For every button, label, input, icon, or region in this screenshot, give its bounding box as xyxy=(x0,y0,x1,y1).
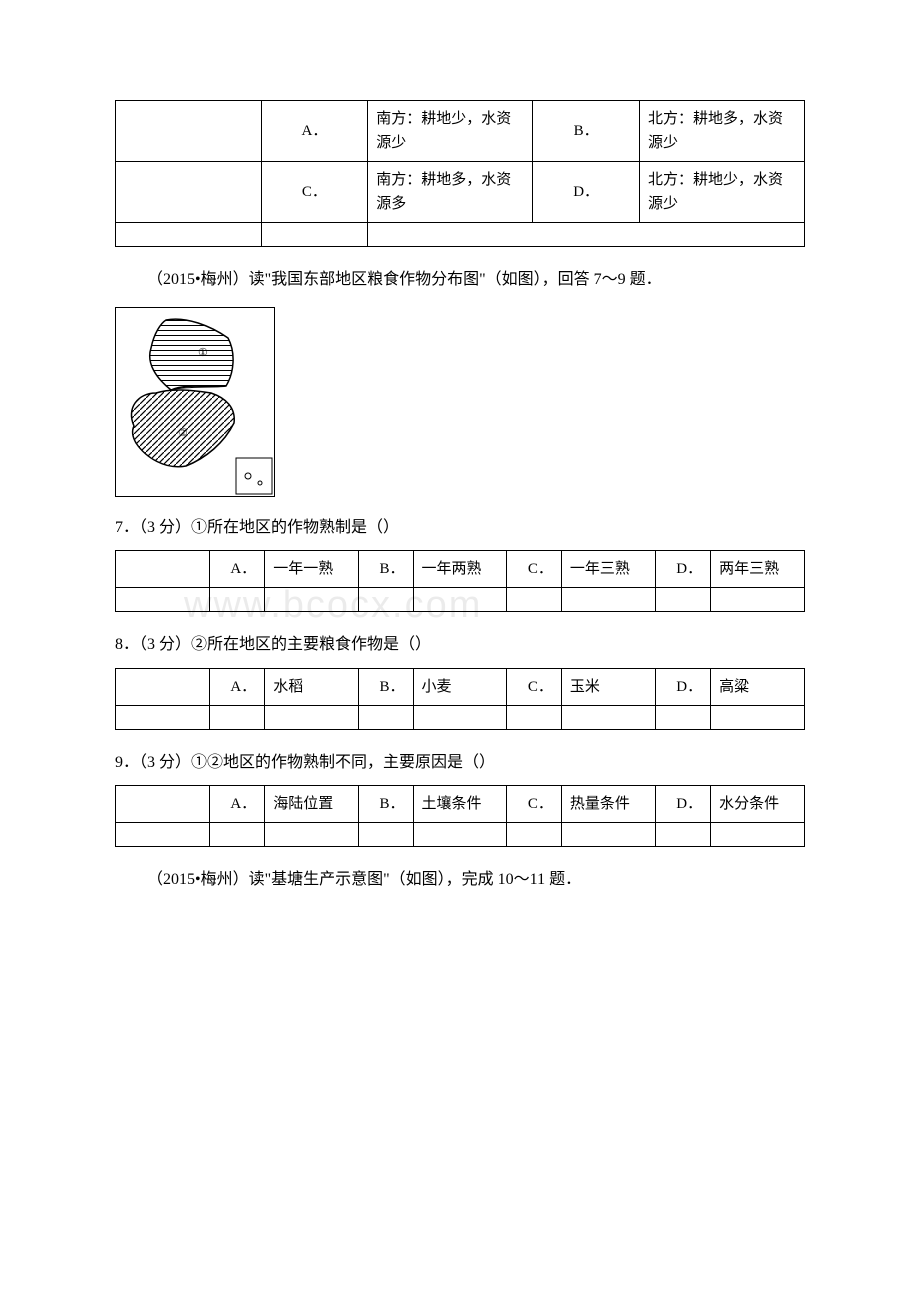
empty-cell xyxy=(116,705,210,729)
option-b-label: B． xyxy=(533,101,640,162)
empty-cell xyxy=(413,588,507,612)
table-row-empty xyxy=(116,823,805,847)
empty-cell xyxy=(261,223,368,247)
option-c-text: 一年三熟 xyxy=(561,551,655,588)
options-table-1: A． 南方：耕地少，水资源少 B． 北方：耕地多，水资源少 C． 南方：耕地多，… xyxy=(115,100,805,247)
empty-cell xyxy=(209,588,264,612)
option-a-text: 一年一熟 xyxy=(265,551,359,588)
empty-cell xyxy=(711,588,805,612)
option-d-text: 水分条件 xyxy=(711,786,805,823)
table-row-empty xyxy=(116,223,805,247)
table-row-empty xyxy=(116,588,805,612)
empty-cell xyxy=(116,823,210,847)
option-c-text: 南方：耕地多，水资源多 xyxy=(368,162,533,223)
options-table-q7: A． 一年一熟 B． 一年两熟 C． 一年三熟 D． 两年三熟 xyxy=(115,550,805,612)
option-c-text: 玉米 xyxy=(561,668,655,705)
option-a-label: A． xyxy=(261,101,368,162)
svg-text:①: ① xyxy=(198,347,208,359)
table-row: A． 南方：耕地少，水资源少 B． 北方：耕地多，水资源少 xyxy=(116,101,805,162)
empty-cell xyxy=(116,162,262,223)
question-7-stem: 7．（3 分）①所在地区的作物熟制是（） xyxy=(115,515,805,541)
empty-cell xyxy=(116,668,210,705)
option-d-label: D． xyxy=(655,551,710,588)
option-c-label: C． xyxy=(507,551,562,588)
empty-cell xyxy=(209,705,264,729)
empty-cell xyxy=(413,705,507,729)
empty-cell xyxy=(655,705,710,729)
option-b-text: 小麦 xyxy=(413,668,507,705)
option-d-text: 北方：耕地少，水资源少 xyxy=(640,162,805,223)
table-row: A． 海陆位置 B． 土壤条件 C． 热量条件 D． 水分条件 xyxy=(116,786,805,823)
option-d-text: 两年三熟 xyxy=(711,551,805,588)
empty-cell xyxy=(507,705,562,729)
question-9-stem: 9．（3 分）①②地区的作物熟制不同，主要原因是（） xyxy=(115,750,805,776)
intro-text-2: （2015•梅州）读"基塘生产示意图"（如图），完成 10～11 题． xyxy=(115,867,805,893)
options-table-q9: A． 海陆位置 B． 土壤条件 C． 热量条件 D． 水分条件 xyxy=(115,785,805,847)
empty-cell xyxy=(116,101,262,162)
empty-cell xyxy=(561,823,655,847)
table-row-empty xyxy=(116,705,805,729)
empty-cell xyxy=(368,223,805,247)
empty-cell xyxy=(116,551,210,588)
empty-cell xyxy=(116,223,262,247)
empty-cell xyxy=(359,823,414,847)
empty-cell xyxy=(116,588,210,612)
svg-text:②: ② xyxy=(178,427,188,439)
intro-text-1: （2015•梅州）读"我国东部地区粮食作物分布图"（如图），回答 7～9 题． xyxy=(115,267,805,293)
option-b-label: B． xyxy=(359,668,414,705)
option-b-text: 一年两熟 xyxy=(413,551,507,588)
option-a-text: 海陆位置 xyxy=(265,786,359,823)
option-c-label: C． xyxy=(261,162,368,223)
table-row: A． 一年一熟 B． 一年两熟 C． 一年三熟 D． 两年三熟 xyxy=(116,551,805,588)
empty-cell xyxy=(655,823,710,847)
option-d-label: D． xyxy=(655,786,710,823)
option-c-text: 热量条件 xyxy=(561,786,655,823)
option-b-label: B． xyxy=(359,551,414,588)
option-b-text: 土壤条件 xyxy=(413,786,507,823)
empty-cell xyxy=(561,705,655,729)
option-c-label: C． xyxy=(507,786,562,823)
option-a-label: A． xyxy=(209,668,264,705)
option-a-text: 水稻 xyxy=(265,668,359,705)
option-a-label: A． xyxy=(209,786,264,823)
map-figure: ① ② xyxy=(115,307,275,497)
empty-cell xyxy=(359,705,414,729)
option-d-label: D． xyxy=(655,668,710,705)
option-a-text: 南方：耕地少，水资源少 xyxy=(368,101,533,162)
table-row: C． 南方：耕地多，水资源多 D． 北方：耕地少，水资源少 xyxy=(116,162,805,223)
empty-cell xyxy=(413,823,507,847)
empty-cell xyxy=(116,786,210,823)
option-b-label: B． xyxy=(359,786,414,823)
empty-cell xyxy=(265,705,359,729)
empty-cell xyxy=(209,823,264,847)
empty-cell xyxy=(265,588,359,612)
empty-cell xyxy=(507,588,562,612)
empty-cell xyxy=(561,588,655,612)
empty-cell xyxy=(711,823,805,847)
china-east-map-icon: ① ② xyxy=(116,308,275,497)
options-table-q8: A． 水稻 B． 小麦 C． 玉米 D． 高粱 xyxy=(115,668,805,730)
empty-cell xyxy=(507,823,562,847)
empty-cell xyxy=(711,705,805,729)
empty-cell xyxy=(359,588,414,612)
option-b-text: 北方：耕地多，水资源少 xyxy=(640,101,805,162)
empty-cell xyxy=(655,588,710,612)
table-row: A． 水稻 B． 小麦 C． 玉米 D． 高粱 xyxy=(116,668,805,705)
question-8-stem: 8．（3 分）②所在地区的主要粮食作物是（） xyxy=(115,632,805,658)
empty-cell xyxy=(265,823,359,847)
option-c-label: C． xyxy=(507,668,562,705)
option-d-text: 高粱 xyxy=(711,668,805,705)
option-d-label: D． xyxy=(533,162,640,223)
option-a-label: A． xyxy=(209,551,264,588)
